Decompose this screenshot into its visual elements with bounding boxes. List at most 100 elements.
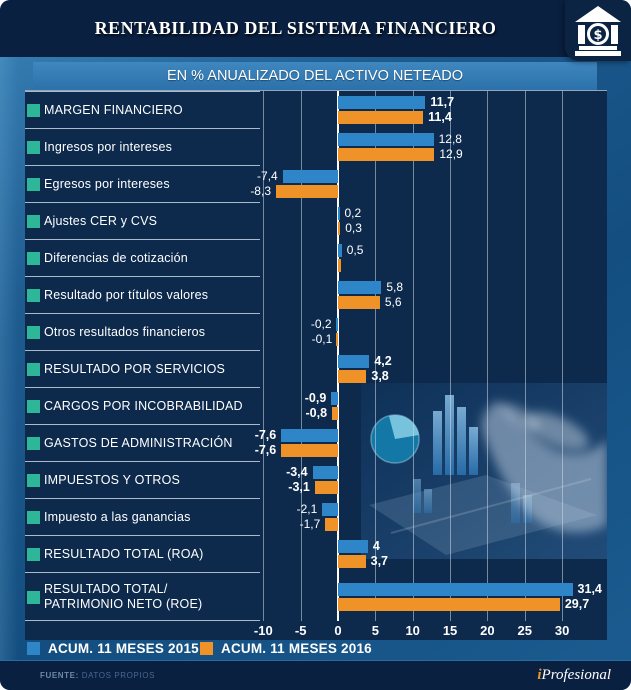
bar-series-2 xyxy=(338,370,367,383)
category-text: RESULTADO TOTAL/ PATRIMONIO NETO (ROE) xyxy=(44,581,203,611)
subtitle-bar: EN % ANUALIZADO DEL ACTIVO NETEADO xyxy=(33,62,597,90)
value-label: 5,6 xyxy=(384,295,402,309)
chart-row: RESULTADO POR SERVICIOS 4,2 3,8 xyxy=(25,350,607,387)
legend: ACUM. 11 MESES 2015 ACUM. 11 MESES 2016 xyxy=(0,641,631,657)
bullet-icon xyxy=(27,363,40,376)
bullet-icon xyxy=(27,511,40,524)
category-label: MARGEN FINANCIERO xyxy=(25,91,260,128)
value-label: 0,3 xyxy=(345,221,362,235)
value-label: 12,8 xyxy=(438,132,462,146)
gridline xyxy=(375,91,377,621)
bank-dollar-icon: $ xyxy=(575,5,621,56)
legend-item-2016: ACUM. 11 MESES 2016 xyxy=(200,641,372,656)
bar-series-2 xyxy=(338,111,424,124)
category-label: GASTOS DE ADMINISTRACIÓN xyxy=(25,424,260,461)
value-label: -0,8 xyxy=(305,406,328,420)
value-label: -1,7 xyxy=(299,517,321,531)
bullet-icon xyxy=(27,474,40,487)
bullet-icon xyxy=(27,141,40,154)
x-tick-label: -5 xyxy=(294,623,307,638)
bar-series-1 xyxy=(281,429,338,442)
source-value: DATOS PROPIOS xyxy=(81,671,155,680)
chart-subtitle: EN % ANUALIZADO DEL ACTIVO NETEADO xyxy=(167,68,463,84)
bar-series-1 xyxy=(338,207,340,220)
bar-series-1 xyxy=(338,244,342,257)
value-label: 4 xyxy=(372,539,380,553)
value-label: -7,6 xyxy=(254,428,277,442)
category-text: RESULTADO POR SERVICIOS xyxy=(44,361,226,376)
bar-series-2 xyxy=(338,296,380,309)
bullet-icon xyxy=(27,548,40,561)
category-label: RESULTADO TOTAL (ROA) xyxy=(25,535,260,572)
category-text: Ingresos por intereses xyxy=(44,139,173,154)
value-label: -7,6 xyxy=(254,443,277,457)
category-label: Impuesto a las ganancias xyxy=(25,498,260,535)
bar-series-1 xyxy=(312,466,338,479)
legend-label-2016: ACUM. 11 MESES 2016 xyxy=(221,641,372,656)
bullet-icon xyxy=(27,215,40,228)
bullet-icon xyxy=(27,178,40,191)
source-note: FUENTE: DATOS PROPIOS xyxy=(40,671,155,680)
category-label: Egresos por intereses xyxy=(25,165,260,202)
category-label: Otros resultados financieros xyxy=(25,313,260,350)
x-tick-label: 0 xyxy=(334,623,342,638)
chart-row: Ingresos por intereses 12,8 12,9 xyxy=(25,128,607,165)
chart-row: IMPUESTOS Y OTROS -3,4 -3,1 xyxy=(25,461,607,498)
bar-series-2 xyxy=(314,481,338,494)
category-label: IMPUESTOS Y OTROS xyxy=(25,461,260,498)
category-label: Resultado por títulos valores xyxy=(25,276,260,313)
bar-series-1 xyxy=(336,318,338,331)
value-label: 5,8 xyxy=(386,280,403,294)
x-tick-label: 5 xyxy=(371,623,379,638)
category-label: Diferencias de cotización xyxy=(25,239,260,276)
chart-row: Resultado por títulos valores 5,8 5,6 xyxy=(25,276,607,313)
category-text: Otros resultados financieros xyxy=(44,324,206,339)
bullet-icon xyxy=(27,252,40,265)
value-label: -3,1 xyxy=(288,480,310,494)
value-label: 11,4 xyxy=(428,110,452,124)
chart-row: Diferencias de cotización 0,5 xyxy=(25,239,607,276)
chart-row: GASTOS DE ADMINISTRACIÓN -7,6 -7,6 xyxy=(25,424,607,461)
bar-series-2 xyxy=(338,598,560,611)
x-tick-label: -10 xyxy=(253,623,273,638)
bullet-icon xyxy=(27,326,40,339)
chart-row: Impuesto a las ganancias -2,1 -1,7 xyxy=(25,498,607,535)
value-label: -7,4 xyxy=(257,169,278,183)
chart-row: Otros resultados financieros -0,2 -0,1 xyxy=(25,313,607,350)
bar-series-1 xyxy=(338,583,573,596)
value-label: -8,3 xyxy=(250,184,271,198)
category-text: CARGOS POR INCOBRABILIDAD xyxy=(44,398,243,413)
plot-area: MARGEN FINANCIERO 11,7 11,4 Ingresos por in… xyxy=(25,91,607,621)
bar-series-1 xyxy=(338,355,370,368)
value-label: 4,2 xyxy=(374,354,392,368)
chart-panel: MARGEN FINANCIERO 11,7 11,4 Ingresos por in… xyxy=(25,90,607,640)
value-label: 29,7 xyxy=(564,597,590,611)
bullet-icon xyxy=(27,104,40,117)
chart-row: Ajustes CER y CVS 0,2 0,3 xyxy=(25,202,607,239)
dollar-sign: $ xyxy=(593,28,602,43)
value-label: 31,4 xyxy=(577,582,602,596)
bar-series-1 xyxy=(331,392,338,405)
value-label: -2,1 xyxy=(296,502,318,516)
x-tick-label: 20 xyxy=(480,623,495,638)
brand-logo: iProfesional xyxy=(537,667,611,684)
source-label: FUENTE: xyxy=(40,671,79,680)
page-title: RENTABILIDAD DEL SISTEMA FINANCIERO xyxy=(94,18,497,38)
category-text: GASTOS DE ADMINISTRACIÓN xyxy=(44,435,233,450)
chart-row: RESULTADO TOTAL/ PATRIMONIO NETO (ROE) 31… xyxy=(25,572,607,621)
value-label: 3,8 xyxy=(371,369,389,383)
gridline xyxy=(450,91,452,621)
gridline xyxy=(263,91,265,621)
x-tick-label: 10 xyxy=(405,623,420,638)
brand-name: Profesional xyxy=(541,667,611,683)
category-text: MARGEN FINANCIERO xyxy=(44,102,183,117)
chart-row: CARGOS POR INCOBRABILIDAD -0,9 -0,8 xyxy=(25,387,607,424)
bar-series-1 xyxy=(322,503,338,516)
legend-swatch-2015-icon xyxy=(27,642,40,655)
value-label: 0,5 xyxy=(346,243,364,257)
category-label: Ajustes CER y CVS xyxy=(25,202,260,239)
gridline xyxy=(412,91,414,621)
category-label: RESULTADO TOTAL/ PATRIMONIO NETO (ROE) xyxy=(25,572,260,621)
bar-series-2 xyxy=(281,444,338,457)
